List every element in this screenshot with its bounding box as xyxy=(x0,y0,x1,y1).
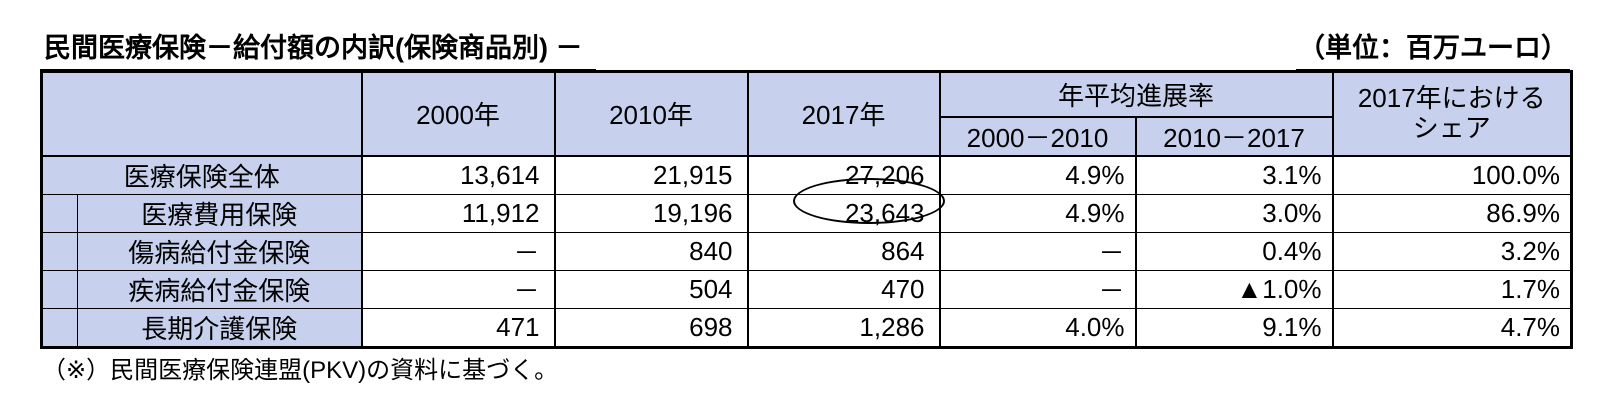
row-label: 長期介護保険 xyxy=(77,307,363,348)
growth-2010-2017: 3.0% xyxy=(1134,193,1334,233)
row-indent xyxy=(40,231,78,271)
table-row: 疾病給付金保険 － 504 470 － ▲1.0% 1.7% xyxy=(40,269,1573,309)
col-header-period-2000-2010: 2000－2010 xyxy=(938,115,1137,157)
share-2017: 86.9% xyxy=(1331,193,1573,233)
table-row: 長期介護保険 471 698 1,286 4.0% 9.1% 4.7% xyxy=(40,307,1573,348)
col-header-period-2010-2017: 2010－2017 xyxy=(1134,115,1334,157)
table-row: 医療費用保険 11,912 19,196 23,643 4.9% 3.0% 86… xyxy=(40,193,1573,233)
growth-2000-2010: 4.0% xyxy=(938,307,1137,348)
value-2000: － xyxy=(360,231,556,271)
share-2017: 3.2% xyxy=(1331,231,1573,271)
value-2017: 864 xyxy=(746,231,941,271)
value-2017: 27,206 xyxy=(746,155,941,195)
value-2010: 21,915 xyxy=(553,155,749,195)
col-header-2017: 2017年 xyxy=(746,70,941,157)
growth-2000-2010: － xyxy=(938,231,1137,271)
share-2017: 4.7% xyxy=(1331,307,1573,348)
page-title: 民間医療保険－給付額の内訳(保険商品別) － xyxy=(40,26,597,71)
row-label: 傷病給付金保険 xyxy=(77,231,363,271)
growth-2010-2017: 3.1% xyxy=(1134,155,1334,195)
value-2017: 1,286 xyxy=(746,307,941,348)
col-header-2010: 2010年 xyxy=(553,70,749,157)
table-row: 傷病給付金保険 － 840 864 － 0.4% 3.2% xyxy=(40,231,1573,271)
col-header-2000: 2000年 xyxy=(360,70,556,157)
value-2010: 698 xyxy=(553,307,749,348)
value-2000: 11,912 xyxy=(360,193,556,233)
share-2017: 100.0% xyxy=(1331,155,1573,195)
unit-label: （単位：百万ユーロ） xyxy=(1296,26,1570,71)
top-bar: 民間医療保険－給付額の内訳(保険商品別) － （単位：百万ユーロ） xyxy=(40,26,1570,71)
value-2017-circled: 23,643 xyxy=(746,193,941,233)
row-indent xyxy=(40,307,78,348)
value-2000: － xyxy=(360,269,556,309)
value-2000: 13,614 xyxy=(360,155,556,195)
row-indent xyxy=(40,269,78,309)
growth-2010-2017: ▲1.0% xyxy=(1134,269,1334,309)
row-indent xyxy=(40,193,78,233)
table-header: 2000年 2010年 2017年 年平均進展率 2017年におけるシェア 20… xyxy=(40,70,1573,157)
table-row: 医療保険全体 13,614 21,915 27,206 4.9% 3.1% 10… xyxy=(40,155,1573,195)
growth-2000-2010: 4.9% xyxy=(938,155,1137,195)
col-header-share: 2017年におけるシェア xyxy=(1331,70,1573,157)
value-2000: 471 xyxy=(360,307,556,348)
benefits-table: 2000年 2010年 2017年 年平均進展率 2017年におけるシェア 20… xyxy=(40,70,1574,349)
corner-cell xyxy=(40,70,363,157)
row-label: 疾病給付金保険 xyxy=(77,269,363,309)
value-2010: 840 xyxy=(553,231,749,271)
share-2017: 1.7% xyxy=(1331,269,1573,309)
col-header-avg-growth: 年平均進展率 xyxy=(938,70,1334,118)
growth-2010-2017: 9.1% xyxy=(1134,307,1334,348)
value-2017: 470 xyxy=(746,269,941,309)
growth-2010-2017: 0.4% xyxy=(1134,231,1334,271)
growth-2000-2010: － xyxy=(938,269,1137,309)
row-label: 医療費用保険 xyxy=(77,193,363,233)
row-label: 医療保険全体 xyxy=(40,155,363,195)
footnote: （※）民間医療保険連盟(PKV)の資料に基づく。 xyxy=(42,357,559,384)
value-2010: 504 xyxy=(553,269,749,309)
value-2010: 19,196 xyxy=(553,193,749,233)
growth-2000-2010: 4.9% xyxy=(938,193,1137,233)
table-body: 医療保険全体 13,614 21,915 27,206 4.9% 3.1% 10… xyxy=(40,155,1573,348)
